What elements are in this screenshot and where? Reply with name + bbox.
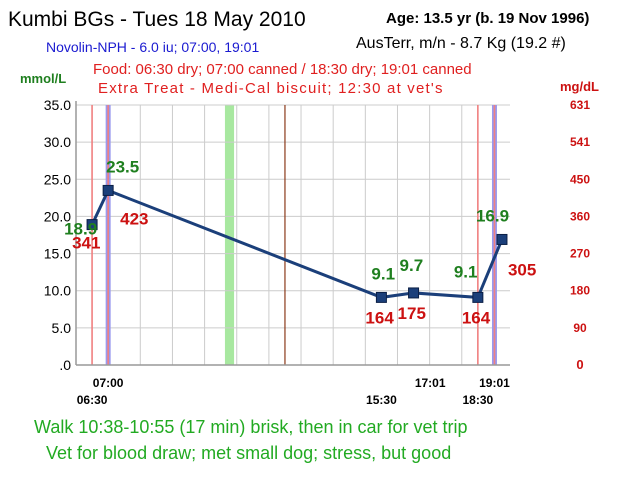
y-tick-label: 20.0 xyxy=(44,208,71,224)
y-tick-label: 35.0 xyxy=(44,97,71,113)
y-right-tick-label: 541 xyxy=(570,135,590,149)
mgdl-data-label: 305 xyxy=(508,260,536,279)
y-tick-label: .0 xyxy=(59,357,71,373)
data-point xyxy=(408,287,420,299)
y-axis-label: mmol/L xyxy=(20,71,66,86)
mmol-data-label: 9.1 xyxy=(371,264,395,283)
age-info: Age: 13.5 yr (b. 19 Nov 1996) xyxy=(386,10,590,27)
y-right-tick-label: 180 xyxy=(570,284,590,298)
data-point xyxy=(496,233,508,245)
mgdl-data-label: 341 xyxy=(72,234,100,253)
mgdl-data-label: 164 xyxy=(365,308,394,327)
data-point xyxy=(472,291,484,303)
y-right-tick-label: 631 xyxy=(570,98,590,112)
y-tick-label: 10.0 xyxy=(44,283,71,299)
bg-series-line xyxy=(90,188,504,299)
data-point xyxy=(86,219,98,231)
y-tick-label: 25.0 xyxy=(44,171,71,187)
x-tick-label: 15:30 xyxy=(366,393,397,407)
y-tick-label: 30.0 xyxy=(44,134,71,150)
y-tick-label: 15.0 xyxy=(44,246,71,262)
chart-title: Kumbi BGs - Tues 18 May 2010 xyxy=(8,8,306,31)
exercise-band xyxy=(224,105,235,365)
mmol-data-label: 9.1 xyxy=(454,262,478,281)
x-tick-label: 07:00 xyxy=(93,376,124,390)
note-walk: Walk 10:38-10:55 (17 min) brisk, then in… xyxy=(34,417,468,437)
mmol-data-label: 18.9 xyxy=(64,220,97,239)
y-tick-label: 5.0 xyxy=(52,320,72,336)
breed-weight-info: AusTerr, m/n - 8.7 Kg (19.2 #) xyxy=(356,35,566,52)
mmol-data-label: 9.7 xyxy=(400,256,424,275)
y-right-tick-label: 90 xyxy=(573,321,587,335)
note-vet: Vet for blood draw; met small dog; stres… xyxy=(46,443,452,463)
mgdl-data-label: 164 xyxy=(462,308,491,327)
y-right-tick-label: 360 xyxy=(570,209,590,223)
mmol-data-label: 16.9 xyxy=(476,206,509,225)
mgdl-data-label: 423 xyxy=(120,209,148,228)
treat-info: Extra Treat - Medi-Cal biscuit; 12:30 at… xyxy=(98,80,444,97)
x-tick-label: 06:30 xyxy=(77,393,108,407)
mmol-data-label: 23.5 xyxy=(106,157,139,176)
y-right-tick-label: 0 xyxy=(576,357,583,372)
data-point xyxy=(375,291,387,303)
y-right-axis-label: mg/dL xyxy=(560,79,599,94)
food-info: Food: 06:30 dry; 07:00 canned / 18:30 dr… xyxy=(93,61,472,78)
insulin-info: Novolin-NPH - 6.0 iu; 07:00, 19:01 xyxy=(46,39,260,55)
mgdl-data-label: 175 xyxy=(398,304,426,323)
y-right-tick-label: 270 xyxy=(570,247,590,261)
y-right-tick-label: 450 xyxy=(570,172,590,186)
x-tick-label: 17:01 xyxy=(415,376,446,390)
data-point xyxy=(102,184,114,196)
x-tick-label: 19:01 xyxy=(479,376,510,390)
x-tick-label: 18:30 xyxy=(463,393,494,407)
